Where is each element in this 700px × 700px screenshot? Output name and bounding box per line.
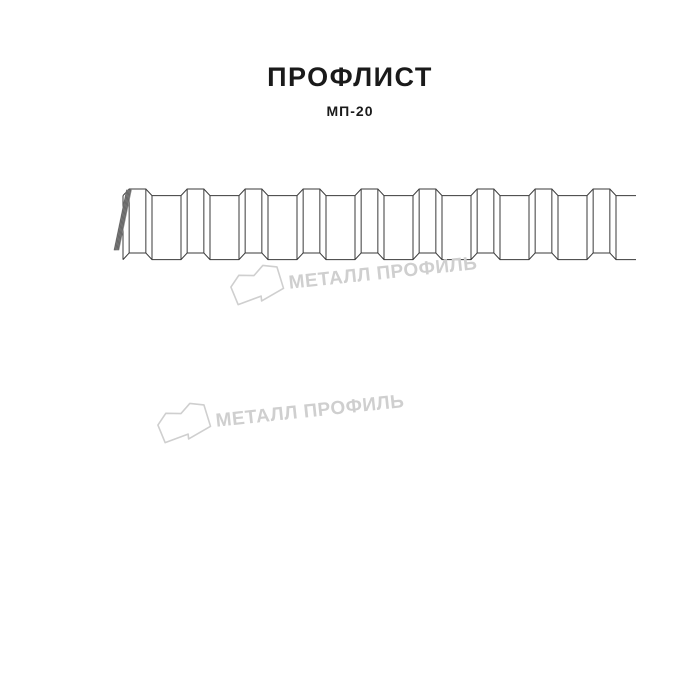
svg-text:МЕТАЛЛ ПРОФИЛЬ: МЕТАЛЛ ПРОФИЛЬ: [288, 253, 479, 294]
svg-text:МЕТАЛЛ ПРОФИЛЬ: МЕТАЛЛ ПРОФИЛЬ: [215, 391, 406, 432]
